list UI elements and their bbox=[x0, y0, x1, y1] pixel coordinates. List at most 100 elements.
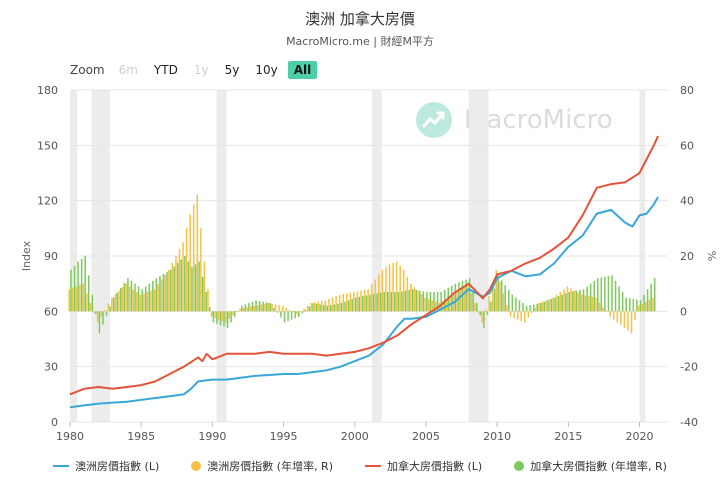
ca-yoy-bar bbox=[315, 303, 318, 312]
ca-yoy-bar bbox=[575, 290, 578, 312]
watermark: MacroMicro bbox=[416, 102, 613, 138]
ca-yoy-bar bbox=[244, 304, 247, 312]
ca-yoy-bar bbox=[283, 311, 286, 323]
ca-yoy-bar bbox=[429, 291, 432, 312]
zoom-all-button[interactable]: All bbox=[287, 61, 318, 79]
au-yoy-bar bbox=[253, 305, 255, 312]
y-right-axis-title: % bbox=[705, 251, 718, 261]
ca-yoy-bar bbox=[223, 311, 225, 327]
au-yoy-bar bbox=[143, 293, 145, 312]
au-yoy-bar bbox=[171, 262, 174, 312]
legend-au-yoy-swatch bbox=[191, 461, 202, 471]
au-yoy-bar bbox=[570, 288, 572, 312]
legend-item-ca-yoy[interactable]: 加拿大房價指數 (年增率, R) bbox=[514, 458, 667, 474]
ca-yoy-bar bbox=[486, 311, 489, 315]
legend-item-au-yoy[interactable]: 澳洲房價指數 (年增率, R) bbox=[191, 458, 333, 474]
au-yoy-bar bbox=[595, 297, 597, 312]
ca-yoy-bar bbox=[87, 275, 90, 312]
ca-yoy-bar bbox=[102, 311, 104, 325]
zoom-label: Zoom bbox=[70, 63, 105, 77]
ca-yoy-bar bbox=[144, 286, 147, 312]
zoom-1y-button[interactable]: 1y bbox=[193, 63, 209, 77]
au-yoy-bar bbox=[531, 311, 533, 313]
y-left-tick-label: 60 bbox=[44, 305, 58, 318]
au-yoy-bar bbox=[630, 311, 633, 334]
au-yoy-bar bbox=[150, 290, 152, 312]
ca-yoy-bar bbox=[265, 302, 268, 312]
ca-yoy-bar bbox=[230, 311, 232, 323]
au-yoy-bar bbox=[353, 291, 355, 312]
ca-yoy-bar bbox=[372, 294, 375, 312]
au-yoy-bar bbox=[559, 291, 562, 312]
y-right-tick-label: 60 bbox=[680, 139, 694, 152]
ca-yoy-bar bbox=[187, 261, 190, 312]
au-yoy-bar bbox=[175, 256, 177, 312]
au-yoy-bar bbox=[481, 311, 483, 323]
ca-yoy-bar bbox=[568, 291, 571, 312]
au-yoy-bar bbox=[381, 269, 384, 312]
au-yoy-bar bbox=[360, 290, 362, 312]
ca-yoy-bar bbox=[191, 267, 193, 312]
y-left-axis-title: Index bbox=[20, 240, 33, 271]
au-yoy-bar bbox=[488, 296, 490, 312]
au-yoy-bar bbox=[588, 296, 590, 312]
au-yoy-bar bbox=[563, 289, 565, 312]
ca-yoy-bar bbox=[184, 256, 186, 312]
au-yoy-bar bbox=[168, 269, 170, 312]
ca-yoy-bar bbox=[572, 291, 574, 312]
au-yoy-bar bbox=[82, 283, 85, 312]
x-tick-label: 1980 bbox=[56, 430, 84, 443]
ca-yoy-bar bbox=[650, 283, 652, 312]
ca-yoy-bar bbox=[515, 297, 517, 312]
au-yoy-bar bbox=[192, 204, 195, 312]
ca-yoy-bar bbox=[130, 280, 133, 312]
au-yoy-bar bbox=[424, 297, 426, 312]
ca-yoy-bar bbox=[73, 265, 76, 312]
au-yoy-bar bbox=[203, 261, 206, 312]
au-yoy-bar bbox=[652, 297, 654, 312]
ca-yoy-bar bbox=[536, 303, 538, 312]
x-tick-label: 1995 bbox=[270, 430, 298, 443]
ca-yoy-bar bbox=[540, 303, 542, 312]
ca-yoy-bar bbox=[586, 286, 588, 312]
au-yoy-bar bbox=[296, 311, 298, 315]
au-yoy-bar bbox=[128, 286, 131, 312]
ca-index-line bbox=[69, 135, 659, 396]
au-yoy-bar bbox=[93, 311, 95, 313]
au-yoy-bar bbox=[321, 300, 323, 312]
au-yoy-bar bbox=[605, 311, 608, 313]
ca-yoy-bar bbox=[579, 289, 581, 312]
au-yoy-bar bbox=[374, 279, 377, 312]
au-yoy-bar bbox=[367, 289, 369, 312]
au-yoy-bar bbox=[157, 284, 159, 312]
ca-yoy-bar bbox=[557, 296, 560, 312]
ca-yoy-bar bbox=[422, 291, 425, 312]
legend-item-ca-index[interactable]: 加拿大房價指數 (L) bbox=[365, 458, 482, 474]
au-yoy-bar bbox=[556, 294, 558, 312]
ca-yoy-bar bbox=[209, 307, 211, 312]
au-yoy-bar bbox=[584, 295, 587, 312]
zoom-10y-button[interactable]: 10y bbox=[255, 63, 278, 77]
au-yoy-bar bbox=[609, 311, 611, 317]
y-right-tick-label: 40 bbox=[680, 195, 694, 208]
zoom-6m-button[interactable]: 6m bbox=[118, 63, 138, 77]
zoom-ytd-button[interactable]: YTD bbox=[153, 63, 178, 77]
au-yoy-bar bbox=[303, 308, 305, 312]
au-yoy-bar bbox=[264, 303, 266, 312]
au-yoy-bar bbox=[132, 289, 134, 312]
ca-yoy-bar bbox=[397, 291, 400, 312]
legend-ca-yoy-swatch bbox=[514, 461, 525, 471]
legend-item-au-index[interactable]: 澳洲房價指數 (L) bbox=[53, 458, 159, 474]
ca-yoy-bar bbox=[379, 292, 382, 312]
ca-yoy-bar bbox=[629, 298, 631, 312]
au-yoy-bar bbox=[463, 286, 466, 312]
ca-yoy-bar bbox=[258, 300, 261, 312]
zoom-5y-button[interactable]: 5y bbox=[224, 63, 240, 77]
ca-yoy-bar bbox=[333, 304, 336, 312]
ca-yoy-bar bbox=[522, 303, 524, 312]
legend-ca-index-label: 加拿大房價指數 (L) bbox=[387, 460, 483, 473]
ca-yoy-bar bbox=[547, 300, 549, 312]
ca-yoy-bar bbox=[354, 297, 357, 312]
zoom-bar: Zoom 6m YTD 1y 5y 10y All bbox=[70, 60, 321, 80]
ca-yoy-bar bbox=[621, 291, 624, 312]
